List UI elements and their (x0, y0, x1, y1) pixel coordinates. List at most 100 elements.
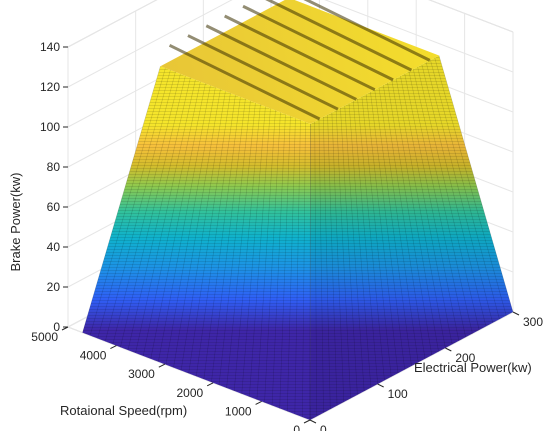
mesh-line (327, 114, 338, 406)
y-tick-mark (61, 326, 69, 331)
z-tick-label: 20 (47, 280, 61, 294)
z-tick-label: 120 (40, 80, 60, 94)
x-tick-mark (309, 419, 317, 424)
x-axis-ticks: 0 100 200 300 (309, 311, 543, 431)
mesh-line (395, 78, 446, 349)
y-tick-label: 5000 (31, 330, 58, 344)
mesh-line (104, 71, 176, 342)
x-tick-label: 0 (320, 423, 327, 431)
z-tick-label: 140 (40, 40, 60, 54)
x-tick-label: 200 (455, 351, 475, 365)
plateau-ridge (205, 24, 358, 101)
mesh-line (142, 81, 201, 356)
surface-shade-right (310, 55, 513, 420)
mesh-line (286, 118, 296, 412)
mesh-line (150, 83, 206, 359)
mesh-line (264, 112, 281, 403)
mesh-line (226, 102, 256, 388)
y-axis-label: Rotaional Speed(rpm) (60, 403, 187, 418)
mesh-line (294, 120, 301, 415)
mesh-line (391, 80, 439, 352)
y-tick-mark (206, 382, 214, 387)
z-axis-ticks: 0 20 40 60 80 100 120 140 (40, 40, 68, 334)
y-tick-mark (255, 400, 262, 405)
y-tick-mark (303, 419, 311, 424)
mesh-line (382, 85, 426, 359)
y-tick-label: 0 (293, 423, 300, 431)
mesh-line (417, 66, 480, 331)
mesh-line (82, 66, 161, 333)
plateau-ridge (303, 0, 431, 62)
mesh-line (279, 116, 291, 409)
mesh-line (357, 98, 385, 381)
plateau-ridge (187, 34, 339, 111)
mesh-line (400, 75, 453, 345)
mesh-line (340, 107, 358, 395)
plateau-ridge (224, 14, 376, 92)
z-tick-label: 0 (53, 320, 60, 334)
mesh-line (365, 94, 399, 374)
surface-mesh-right (310, 55, 513, 420)
mesh-line (165, 87, 216, 365)
mesh-line (97, 69, 171, 339)
z-tick-label: 80 (47, 160, 61, 174)
mesh-line (331, 112, 345, 403)
x-tick-mark (445, 347, 452, 352)
y-tick-label: 4000 (80, 349, 107, 363)
mesh-line (438, 55, 514, 313)
mesh-line (361, 96, 392, 377)
mesh-line (127, 77, 191, 351)
z-tick-label: 60 (47, 200, 61, 214)
mesh-line (322, 117, 331, 410)
mesh-line (218, 100, 251, 386)
mesh-line (421, 64, 487, 327)
z-axis-label: Brake Power(kw) (8, 173, 23, 272)
mesh-line (233, 104, 261, 391)
mesh-line (348, 103, 372, 388)
mesh-line (387, 82, 433, 356)
mesh-line (412, 69, 473, 334)
x-tick-label: 300 (523, 315, 543, 329)
mesh-line (211, 98, 246, 383)
y-tick-label: 1000 (225, 404, 252, 418)
mesh-line (180, 91, 226, 371)
y-axis-ticks: 0 1000 2000 3000 4000 5000 (31, 326, 311, 431)
plateau-ridge (265, 0, 413, 72)
z-tick-label: 40 (47, 240, 61, 254)
mesh-line (335, 110, 351, 399)
mesh-line (352, 101, 378, 385)
mesh-line (374, 89, 412, 367)
mesh-line (120, 75, 186, 348)
y-tick-mark (158, 363, 166, 368)
surface-mesh-left (82, 66, 311, 420)
mesh-line (314, 121, 318, 417)
mesh-line (318, 119, 324, 413)
mesh-line (425, 62, 493, 323)
mesh-line (344, 105, 365, 392)
mesh-line (434, 57, 507, 316)
x-tick-mark (377, 383, 384, 388)
mesh-line (378, 87, 419, 363)
mesh-line (203, 96, 241, 380)
x-axis-label: Electrical Power(kw) (414, 360, 532, 375)
brake-power-surface (82, 0, 514, 421)
mesh-line (408, 71, 466, 338)
mesh-line (135, 79, 196, 354)
mesh-line (249, 108, 271, 397)
mesh-line (404, 73, 460, 341)
mesh-line (241, 106, 266, 394)
x-tick-label: 100 (388, 387, 408, 401)
plateau-ridge (168, 43, 321, 121)
mesh-line (158, 85, 211, 362)
x-tick-mark (512, 311, 520, 316)
mesh-line (89, 68, 166, 336)
mesh-line (195, 94, 236, 377)
mesh-line (112, 73, 181, 345)
y-tick-label: 3000 (128, 367, 155, 381)
z-tick-label: 100 (40, 120, 60, 134)
plateau-ridge (242, 4, 394, 82)
mesh-line (188, 93, 231, 374)
mesh-line (302, 121, 306, 418)
mesh-line (173, 89, 221, 368)
